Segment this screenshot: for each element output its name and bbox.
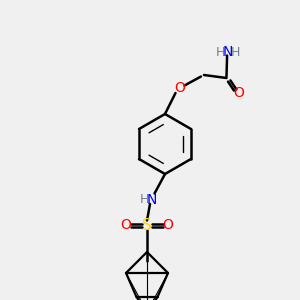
Text: O: O xyxy=(163,218,173,232)
Text: H: H xyxy=(231,46,240,59)
Text: S: S xyxy=(142,218,152,232)
Text: N: N xyxy=(223,46,233,59)
Text: O: O xyxy=(233,86,244,100)
Text: O: O xyxy=(121,218,131,232)
Text: O: O xyxy=(175,82,185,95)
Text: H: H xyxy=(216,46,225,59)
Text: N: N xyxy=(147,193,157,206)
Text: H: H xyxy=(140,193,150,206)
